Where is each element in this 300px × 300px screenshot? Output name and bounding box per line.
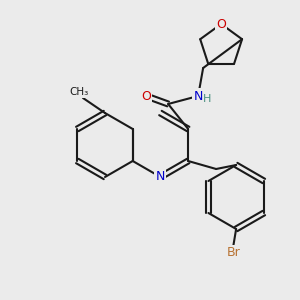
Text: H: H <box>203 94 211 104</box>
Text: N: N <box>156 170 165 184</box>
Text: O: O <box>141 89 151 103</box>
Text: N: N <box>194 89 203 103</box>
Text: CH₃: CH₃ <box>69 87 88 97</box>
Text: Br: Br <box>226 247 240 260</box>
Text: O: O <box>216 17 226 31</box>
